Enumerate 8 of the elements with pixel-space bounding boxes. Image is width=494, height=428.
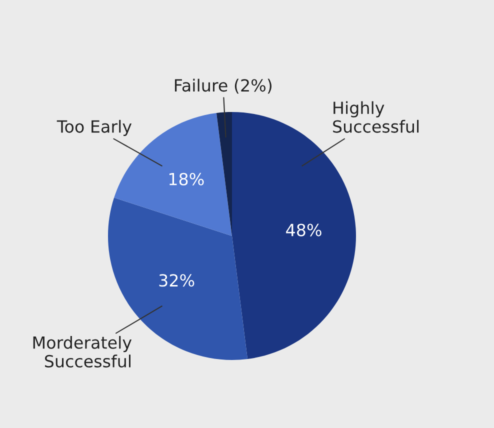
data-label: 48%: [286, 224, 322, 236]
slice-label: Failure (2%): [174, 78, 272, 94]
slice-label: Morderately Successful: [33, 336, 132, 368]
slice-label: Too Early: [56, 120, 132, 136]
pie-slice: [216, 112, 232, 236]
data-label: 32%: [159, 274, 194, 287]
data-label: 18%: [169, 172, 204, 186]
slice-label: Highly Successful: [333, 101, 419, 133]
